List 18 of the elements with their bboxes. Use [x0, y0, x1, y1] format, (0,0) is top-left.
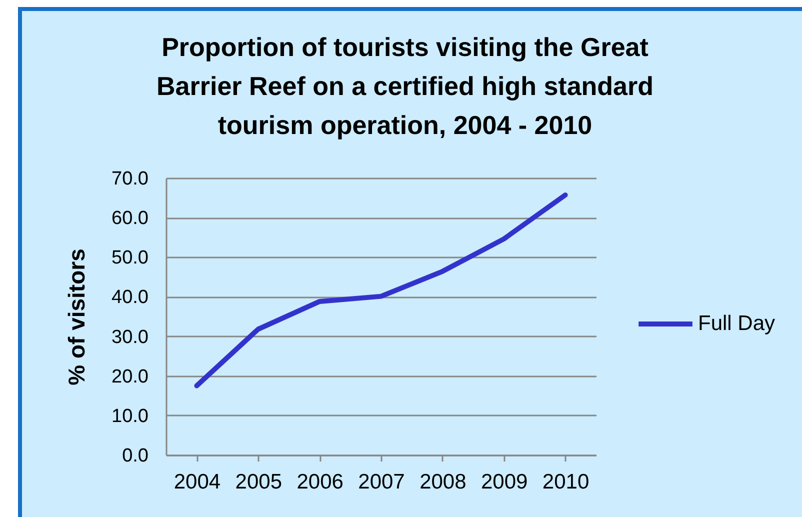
y-tick-label: 10.0 — [112, 406, 148, 427]
x-tick-label: 2008 — [420, 470, 466, 494]
x-tick-label: 2010 — [542, 470, 590, 494]
y-tick-label: 50.0 — [112, 248, 148, 269]
x-tick-label: 2009 — [481, 470, 528, 494]
y-tick-label: 40.0 — [112, 287, 148, 308]
y-axis-title: % of visitors — [64, 248, 90, 386]
x-tick-label: 2007 — [358, 470, 405, 494]
y-tick-label: 0.0 — [122, 446, 148, 466]
y-tick-label: 30.0 — [112, 326, 148, 348]
x-tick-label: 2004 — [174, 470, 221, 494]
chart-title: Proportion of tourists visiting the Great Barrier Reef on a certified high standard tourism operation, 2004 - 2010 — [156, 32, 654, 140]
x-tick-label: 2006 — [296, 470, 344, 494]
legend-label: Full Day — [698, 312, 776, 335]
x-tick-label: 2005 — [235, 470, 282, 494]
y-tick-label: 70.0 — [112, 168, 148, 190]
y-tick-label: 20.0 — [112, 366, 148, 388]
y-tick-label: 60.0 — [112, 208, 148, 230]
